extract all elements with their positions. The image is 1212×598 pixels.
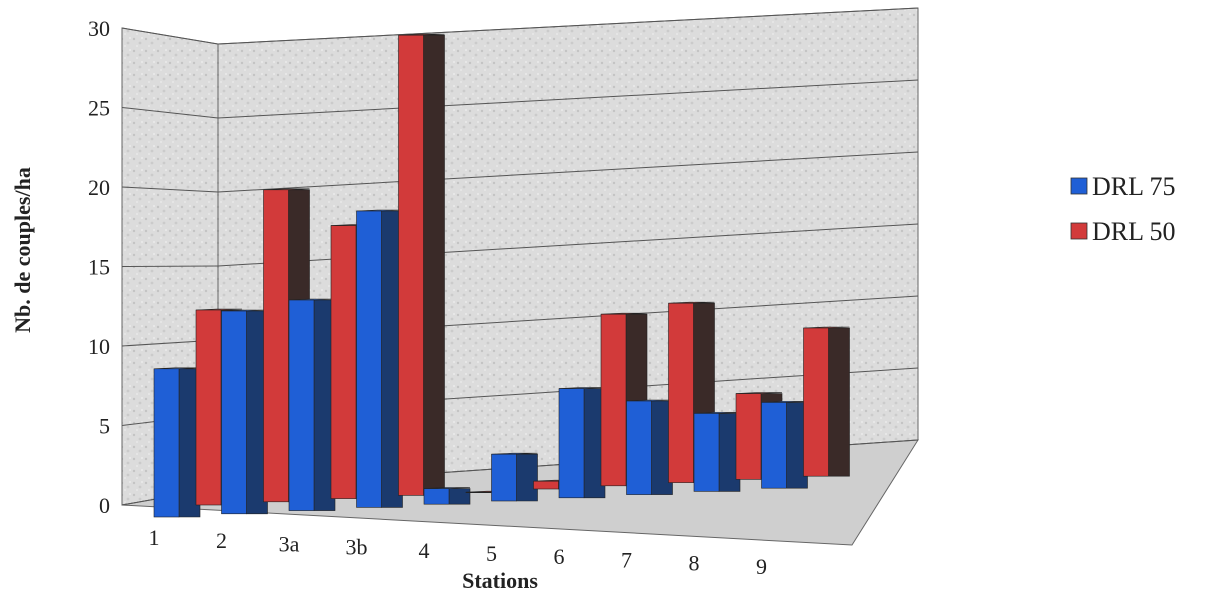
- y-tick-labels: 0 5 10 15 20 25 30: [88, 16, 110, 518]
- gridline: [217, 79, 919, 119]
- y-tick-label: 20: [88, 175, 110, 200]
- x-tick-label: 2: [216, 528, 227, 553]
- bar-side: [828, 327, 850, 477]
- legend-item-drl-50: DRL 50: [1070, 217, 1176, 246]
- bar-front: [356, 210, 382, 508]
- x-tick-label: 6: [554, 544, 565, 569]
- bar-side: [516, 453, 538, 502]
- x-tick-label: 3a: [279, 531, 300, 556]
- gridline-side: [121, 27, 219, 45]
- legend-label-drl-75: DRL 75: [1092, 172, 1176, 201]
- bar-front: [398, 34, 424, 496]
- gridline-side: [121, 186, 219, 193]
- bar-front: [735, 393, 762, 480]
- legend: DRL 75 DRL 50: [1070, 172, 1176, 246]
- y-axis-label: Nb. de couples/ha: [10, 167, 35, 333]
- y-tick-label: 15: [88, 255, 110, 280]
- bar-front: [491, 453, 517, 502]
- bar-side: [423, 34, 445, 496]
- gridline: [217, 151, 919, 193]
- bar-front: [803, 327, 829, 477]
- bar-front: [195, 309, 222, 506]
- x-tick-label: 3b: [346, 535, 368, 560]
- bar-drl-75-1: [153, 367, 201, 518]
- bar-drl-75-3a: [288, 298, 336, 511]
- bar-drl-75-7: [626, 399, 673, 495]
- x-tick-label: 8: [689, 551, 700, 576]
- bar-front: [221, 310, 247, 515]
- gridline: [217, 7, 919, 45]
- legend-item-drl-75: DRL 75: [1070, 172, 1176, 201]
- bar-front: [693, 413, 720, 492]
- bar-front: [465, 491, 492, 494]
- x-tick-label: 9: [756, 554, 767, 579]
- bar-drl-75-9: [761, 401, 808, 489]
- bar-drl-75-3b: [356, 209, 403, 508]
- y-tick-label: 30: [88, 16, 110, 41]
- x-tick-label: 7: [621, 547, 632, 572]
- bar-front: [263, 189, 289, 503]
- bar-drl-75-5: [491, 452, 538, 502]
- bar-front: [330, 225, 357, 499]
- x-tick-label: 5: [486, 541, 497, 566]
- y-tick-label: 25: [88, 96, 110, 121]
- y-tick-label: 10: [88, 334, 110, 359]
- legend-label-drl-50: DRL 50: [1092, 217, 1176, 246]
- bar-front: [423, 488, 450, 505]
- gridline-side: [121, 265, 219, 267]
- gridline-side: [121, 107, 219, 119]
- x-tick-label: 4: [419, 538, 430, 563]
- y-tick-label: 0: [99, 493, 110, 518]
- bar-drl-50-9: [803, 326, 850, 477]
- x-tick-labels: 1 2 3a 3b 4 5 6 7 8 9: [149, 525, 768, 579]
- bar-front: [668, 302, 694, 483]
- legend-swatch-drl-50: [1070, 222, 1088, 240]
- bar-front: [761, 402, 787, 489]
- bar-drl-75-2: [221, 309, 268, 515]
- x-tick-label: 1: [149, 525, 160, 550]
- y-tick-label: 5: [99, 414, 110, 439]
- bar-front: [288, 299, 315, 511]
- bar-front: [558, 388, 585, 499]
- bar-front: [153, 368, 180, 518]
- legend-swatch-drl-75: [1070, 177, 1088, 195]
- bars: [153, 33, 850, 518]
- bar-drl-75-6: [558, 387, 606, 499]
- bar-front: [533, 480, 559, 490]
- bar-drl-75-4: [423, 487, 471, 505]
- bar-front: [600, 313, 627, 487]
- x-axis-label: Stations: [462, 568, 538, 593]
- bar-drl-75-8: [693, 412, 741, 492]
- bar-side: [448, 488, 471, 505]
- bar-drl-50-3b: [398, 33, 445, 496]
- bar-front: [626, 400, 652, 495]
